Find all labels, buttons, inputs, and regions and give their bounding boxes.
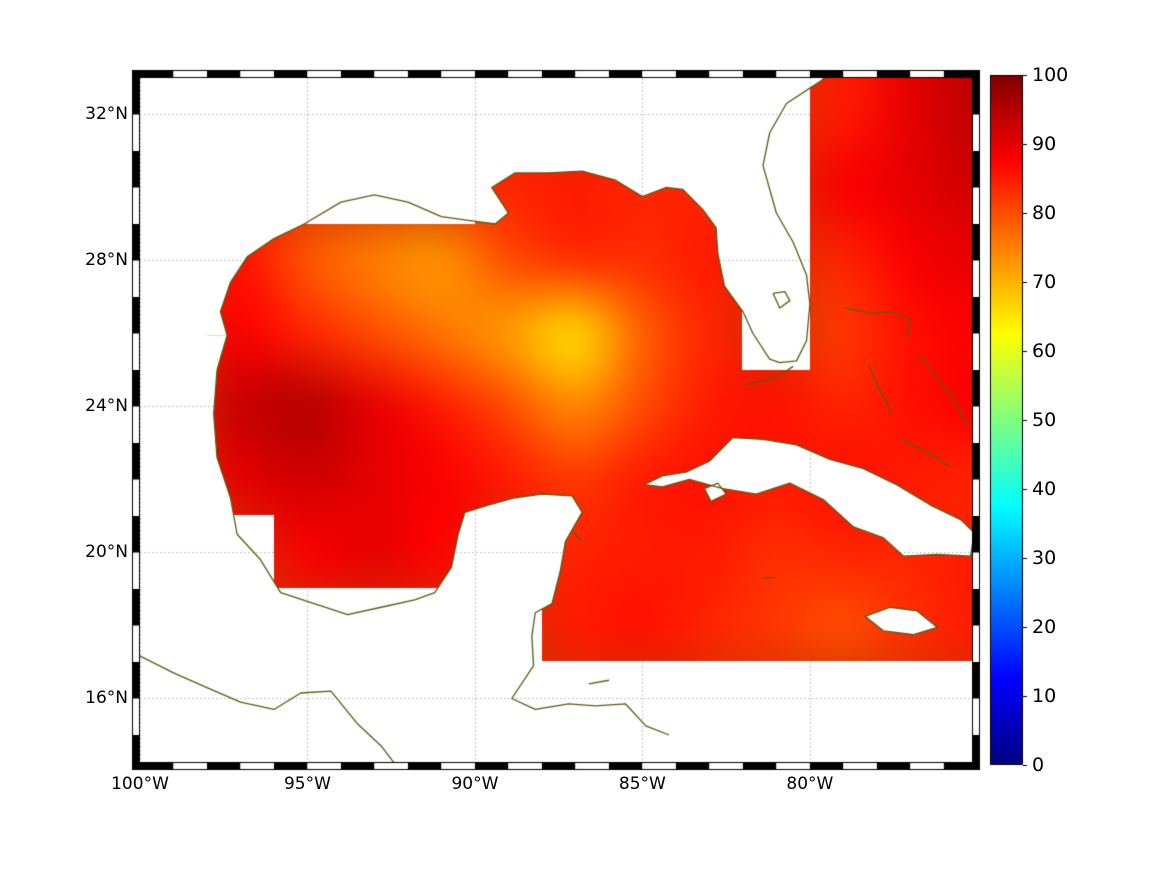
x-tick-label: 100°W	[111, 774, 169, 794]
colorbar-tick-label: 90	[1032, 133, 1057, 155]
colorbar-tick-label: 20	[1032, 616, 1057, 638]
y-tick-label: 24°N	[85, 396, 128, 417]
colorbar-tick-label: 0	[1032, 754, 1045, 776]
colorbar-tick-label: 70	[1032, 271, 1057, 293]
colorbar-tick-label: 40	[1032, 478, 1057, 500]
colorbar-tick-label: 10	[1032, 685, 1057, 707]
x-tick-label: 90°W	[451, 774, 499, 794]
x-tick-label: 85°W	[618, 774, 666, 794]
y-tick-label: 28°N	[85, 250, 128, 271]
colorbar-tick-label: 80	[1032, 202, 1057, 224]
y-tick-label: 32°N	[85, 104, 128, 125]
colorbar-tick-label: 30	[1032, 547, 1057, 569]
colorbar-tick-label: 60	[1032, 340, 1057, 362]
colorbar-tick-label: 100	[1032, 64, 1069, 86]
x-tick-label: 80°W	[786, 774, 834, 794]
y-tick-label: 20°N	[85, 542, 128, 563]
colorbar-tick-label: 50	[1032, 409, 1057, 431]
x-tick-label: 95°W	[283, 774, 331, 794]
y-tick-label: 16°N	[85, 688, 128, 709]
